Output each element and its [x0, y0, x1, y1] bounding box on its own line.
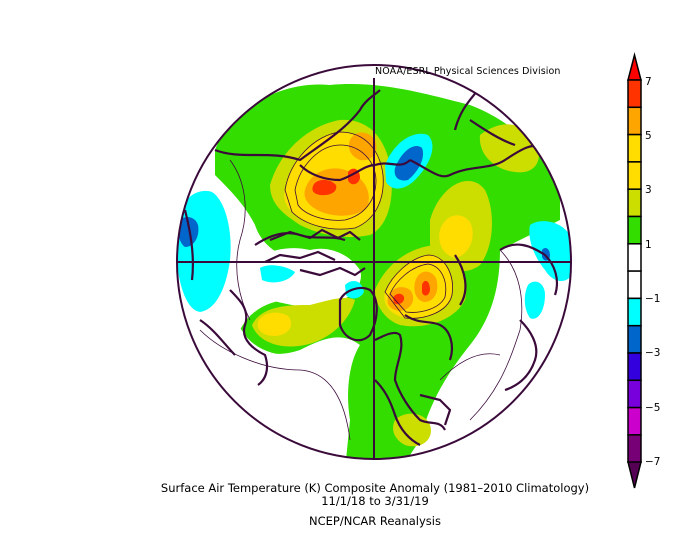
colorbar-tick: 7	[645, 76, 652, 88]
chart-title: Surface Air Temperature (K) Composite An…	[160, 481, 590, 495]
anomaly-region-pacific-blue	[178, 217, 199, 247]
anomaly-region-arctic-cyan-1	[260, 265, 295, 283]
anomaly-region-asia-cyan	[529, 221, 571, 281]
anomaly-region-europe-yg	[393, 413, 431, 447]
colorbar-tick: −3	[645, 347, 661, 359]
colorbar-tick: 1	[645, 239, 652, 251]
contour-lines	[199, 131, 523, 441]
colorbar-tick: −5	[645, 402, 661, 414]
colorbar-tick: 5	[645, 130, 652, 142]
anomaly-region-siberia-yellow	[439, 215, 473, 258]
coastlines	[183, 89, 559, 446]
credit-label: NOAA/ESRL Physical Sciences Division	[375, 66, 561, 77]
anomaly-region-china-cyan	[524, 281, 545, 319]
colorbar-tick: −1	[645, 293, 661, 305]
colorbar-under-triangle	[627, 461, 642, 489]
anomaly-region-eastsiberia-blue	[394, 146, 424, 181]
colorbar-tick: −7	[645, 456, 661, 468]
anomaly-region-barents-red-w	[393, 293, 405, 305]
colorbar	[627, 52, 642, 489]
anomaly-region-baffin-yellow	[257, 312, 292, 336]
chart-source: NCEP/NCAR Reanalysis	[309, 514, 441, 528]
colorbar-tick: 3	[645, 184, 652, 196]
anomaly-region-alaska-red	[312, 179, 337, 196]
anomaly-region-barents-red-e	[422, 280, 430, 296]
colorbar-over-triangle	[627, 52, 642, 81]
anomaly-region-chukchi-orange	[348, 132, 377, 161]
chart-date-range: 11/1/18 to 3/31/19	[321, 494, 429, 508]
